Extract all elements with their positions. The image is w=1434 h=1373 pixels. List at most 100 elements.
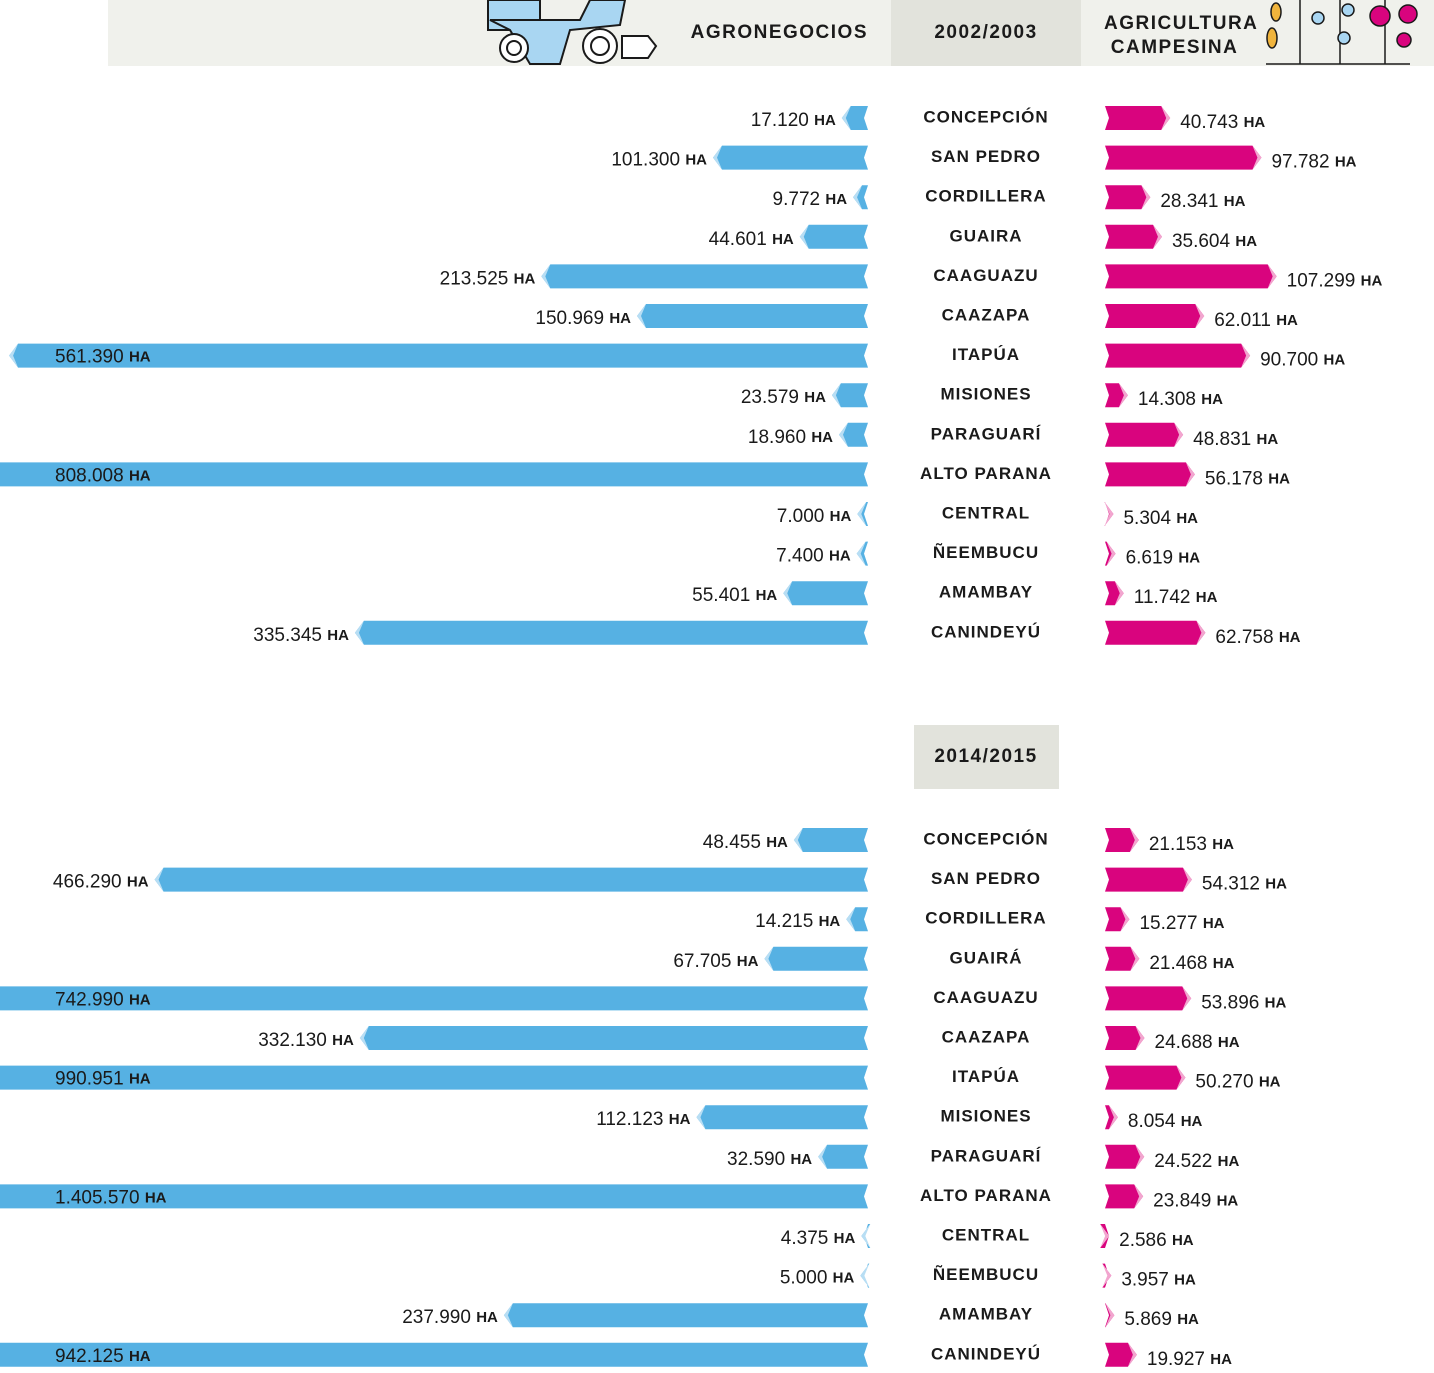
- bar-tip: [799, 224, 809, 249]
- bar-tip: [1185, 462, 1195, 487]
- bar: [1105, 1303, 1115, 1328]
- bar: [713, 145, 868, 170]
- title-box: [891, 0, 1081, 66]
- category-label: CENTRAL: [942, 1225, 1030, 1244]
- bar: [0, 1065, 868, 1090]
- bar: [799, 224, 868, 249]
- bar: [1105, 1184, 1144, 1209]
- category-label: CANINDEYÚ: [931, 1344, 1041, 1363]
- bar: [1105, 541, 1116, 566]
- bar-tip: [1195, 304, 1205, 328]
- category-label: CAAGUAZU: [933, 988, 1038, 1007]
- bar-tip: [1134, 1184, 1144, 1209]
- bar-tip: [1102, 1263, 1112, 1288]
- bar: [1105, 343, 1251, 368]
- category-label: AMAMBAY: [939, 583, 1033, 602]
- value-label: 56.178 HA: [1205, 468, 1290, 489]
- legend-label: AGRICULTURA CAMPESINA: [1104, 13, 1258, 58]
- value-label: 5.869 HA: [1124, 1309, 1199, 1330]
- bar: [1100, 1224, 1110, 1248]
- value-label: 1.405.570 HA: [55, 1187, 167, 1208]
- value-label: 4.375 HA: [781, 1228, 856, 1249]
- bar: [831, 383, 868, 408]
- value-label: 5.304 HA: [1123, 508, 1198, 529]
- bar: [818, 1144, 868, 1169]
- bar-tip: [1176, 1065, 1186, 1090]
- bar-tip: [793, 828, 803, 852]
- value-label: 101.300 HA: [611, 150, 707, 171]
- bar: [1105, 145, 1262, 170]
- value-label: 5.000 HA: [780, 1268, 855, 1289]
- category-label: CONCEPCIÓN: [923, 107, 1048, 126]
- category-label: AMAMBAY: [939, 1305, 1033, 1324]
- bar: [1105, 422, 1184, 447]
- value-label: 28.341 HA: [1160, 191, 1245, 212]
- value-label: 62.011 HA: [1214, 310, 1298, 331]
- bar-tip: [637, 304, 647, 328]
- value-label: 48.455 HA: [703, 832, 788, 853]
- bar: [541, 264, 868, 289]
- category-label: GUAIRÁ: [949, 948, 1022, 967]
- value-label: 14.215 HA: [755, 911, 840, 932]
- bar-tip: [1252, 145, 1262, 170]
- value-label: 332.130 HA: [258, 1030, 354, 1051]
- category-label: ALTO PARANA: [920, 1186, 1052, 1205]
- category-label: CORDILLERA: [925, 187, 1046, 206]
- bar: [1105, 185, 1151, 210]
- bar-tip: [838, 422, 848, 447]
- bar-tip: [818, 1144, 828, 1169]
- chart-title: 2014/2015: [934, 746, 1037, 767]
- bar: [1105, 106, 1171, 130]
- bar-tip: [696, 1105, 706, 1130]
- value-label: 67.705 HA: [673, 951, 758, 972]
- value-label: 107.299 HA: [1287, 270, 1383, 291]
- value-label: 14.308 HA: [1138, 389, 1223, 410]
- category-label: ÑEEMBUCU: [933, 1264, 1039, 1284]
- bar-tip: [1120, 907, 1130, 932]
- bar: [1105, 620, 1206, 645]
- bar-tip: [154, 867, 164, 892]
- value-label: 23.849 HA: [1153, 1190, 1238, 1211]
- category-label: ALTO PARANA: [920, 464, 1052, 483]
- value-label: 213.525 HA: [440, 268, 536, 289]
- value-label: 50.270 HA: [1195, 1072, 1280, 1093]
- bar: [1105, 946, 1140, 971]
- value-label: 18.960 HA: [748, 427, 833, 448]
- value-label: 561.390 HA: [55, 347, 151, 368]
- value-label: 112.123 HA: [596, 1109, 690, 1130]
- value-label: 15.277 HA: [1139, 913, 1224, 934]
- bar: [503, 1303, 868, 1328]
- category-label: MISIONES: [940, 385, 1031, 404]
- bar: [1105, 1342, 1137, 1367]
- bar: [1105, 828, 1139, 852]
- bar: [1105, 1144, 1145, 1169]
- value-label: 11.742 HA: [1134, 587, 1218, 608]
- bar-tip: [713, 145, 723, 170]
- category-label: SAN PEDRO: [931, 869, 1041, 888]
- bar: [154, 867, 868, 892]
- bar-tip: [846, 907, 856, 932]
- bar: [9, 343, 868, 368]
- bar-tip: [841, 106, 851, 130]
- value-label: 808.008 HA: [55, 465, 151, 486]
- value-label: 24.688 HA: [1155, 1032, 1240, 1053]
- value-label: 7.000 HA: [777, 506, 852, 527]
- bar-tip: [857, 502, 867, 526]
- bar: [0, 462, 868, 487]
- bar: [1105, 1065, 1186, 1090]
- bar-tip: [359, 1026, 369, 1050]
- category-label: ÑEEMBUCU: [933, 542, 1039, 562]
- bar: [0, 1342, 868, 1367]
- category-label: ITAPÚA: [952, 345, 1020, 364]
- value-label: 32.590 HA: [727, 1149, 812, 1170]
- category-label: MISIONES: [940, 1107, 1031, 1126]
- bar-tip: [1174, 422, 1184, 447]
- category-label: GUAIRA: [949, 226, 1022, 245]
- value-label: 97.782 HA: [1271, 152, 1356, 173]
- category-label: SAN PEDRO: [931, 147, 1041, 166]
- category-label: CAAGUAZU: [933, 266, 1038, 285]
- bar-tip: [861, 1224, 871, 1248]
- value-label: 8.054 HA: [1128, 1111, 1203, 1132]
